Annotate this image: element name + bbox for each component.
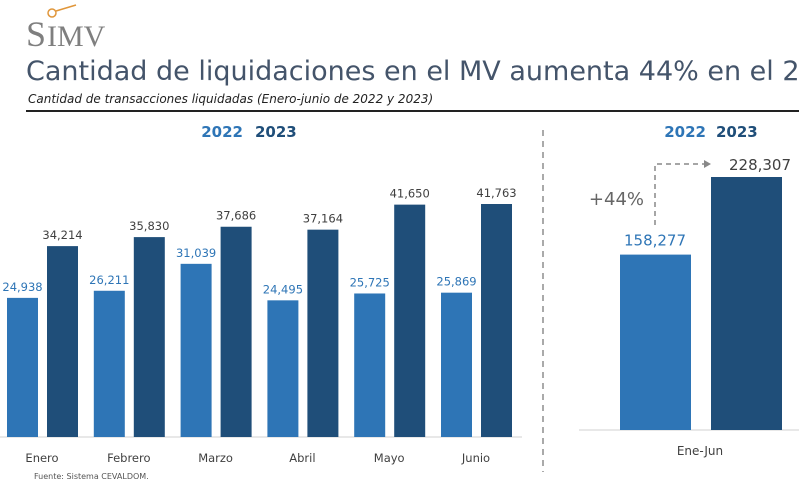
x-tick-label: Mayo: [374, 451, 405, 465]
bar-2023-Abril: [307, 229, 339, 437]
bar-2022-Junio: [441, 292, 472, 437]
value-label: 41,650: [390, 187, 430, 201]
value-label-total: 158,277: [624, 232, 686, 250]
bar-2022-Mayo: [354, 293, 386, 437]
x-tick-label: Febrero: [107, 451, 150, 465]
magnifier-handle: [55, 4, 77, 12]
value-label: 25,725: [350, 275, 390, 289]
value-label: 25,869: [436, 275, 476, 289]
bar-total-2023: [711, 177, 782, 430]
value-label: 24,495: [263, 282, 303, 296]
bar-total-2022: [620, 254, 691, 430]
magnifier-icon: [47, 8, 57, 18]
value-label-total: 228,307: [729, 156, 791, 174]
growth-arrow: [654, 163, 704, 225]
logo-text-rest: IMV: [47, 20, 106, 53]
bar-2023-Febrero: [133, 237, 165, 437]
x-tick-label: Marzo: [198, 451, 233, 465]
x-tick-label-total: Ene-Jun: [677, 444, 723, 458]
value-label: 41,763: [476, 186, 516, 200]
source-note: Fuente: Sistema CEVALDOM.: [34, 472, 149, 481]
bar-2023-Junio: [481, 204, 512, 437]
legend-2022-right: 2022: [664, 123, 706, 141]
bar-2023-Mayo: [394, 204, 426, 437]
growth-annotation: +44%: [589, 189, 644, 210]
value-label: 34,214: [42, 228, 82, 242]
x-tick-label: Abril: [289, 451, 315, 465]
value-label: 31,039: [176, 246, 216, 260]
value-label: 24,938: [2, 280, 42, 294]
value-label: 35,830: [129, 219, 169, 233]
x-tick-label: Enero: [25, 451, 58, 465]
legend-2023-right: 2023: [716, 123, 758, 141]
arrow-head-icon: [704, 160, 711, 168]
value-label: 26,211: [89, 273, 129, 287]
value-label: 37,164: [303, 212, 343, 226]
simv-logo: S IMV: [26, 4, 106, 54]
bar-2022-Enero: [7, 297, 38, 437]
value-label: 37,686: [216, 209, 256, 223]
x-tick-label: Junio: [461, 451, 490, 465]
bar-2022-Abril: [267, 300, 299, 437]
bar-2023-Enero: [47, 246, 78, 437]
bar-2022-Marzo: [180, 263, 212, 437]
legend-2023: 2023: [255, 123, 297, 141]
bar-2023-Marzo: [220, 226, 252, 437]
legend-2022: 2022: [201, 123, 243, 141]
logo-text: S: [26, 14, 46, 54]
bar-2022-Febrero: [93, 290, 125, 437]
subtitle: Cantidad de transacciones liquidadas (En…: [28, 92, 433, 106]
page-title: Cantidad de liquidaciones en el MV aumen…: [26, 56, 799, 87]
